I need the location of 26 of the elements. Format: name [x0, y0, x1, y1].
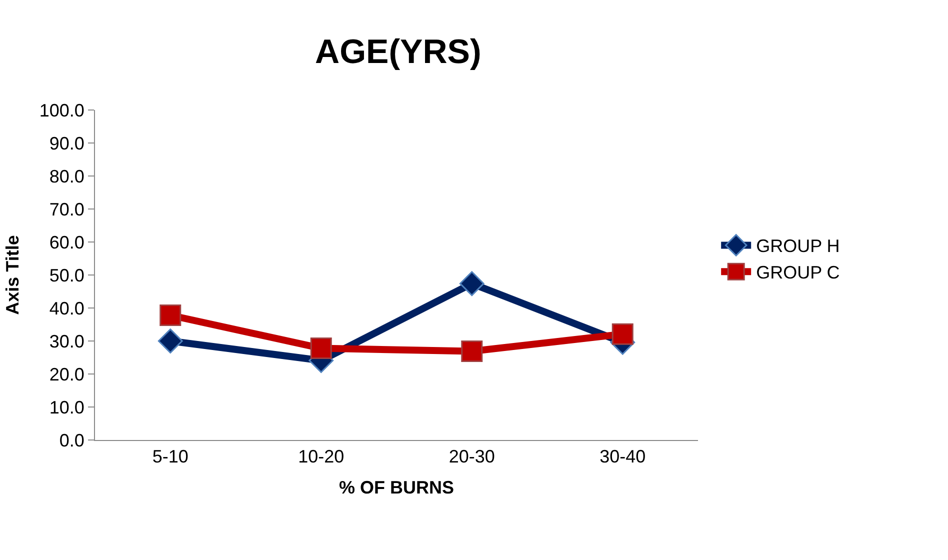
point [160, 304, 182, 326]
point [158, 328, 183, 354]
point [461, 340, 483, 362]
y-tick-label: 40.0 [49, 298, 84, 318]
legend-label: GROUP C [756, 262, 840, 283]
point [459, 271, 484, 296]
legend-label: GROUP H [756, 236, 840, 256]
x-tick-label: 30-40 [600, 446, 646, 467]
y-tick-label: 10.0 [49, 397, 84, 418]
y-tick-label: 20.0 [49, 364, 84, 384]
y-tick-label: 100.0 [39, 100, 84, 120]
point [612, 323, 634, 345]
y-tick-label: 90.0 [49, 133, 84, 154]
x-tick-label: 20-30 [448, 446, 495, 467]
x-tick-label: 10-20 [298, 446, 344, 467]
y-tick-label: 30.0 [49, 331, 84, 352]
y-tick-label: 70.0 [49, 199, 84, 220]
x-axis-title: % OF BURNS [338, 478, 454, 498]
y-tick-label: 80.0 [49, 166, 84, 186]
x-tick-label: 5-10 [152, 446, 188, 467]
chart-title: AGE(YRS) [315, 33, 482, 71]
y-tick-label: 50.0 [49, 265, 84, 286]
y-axis-title: Axis Title [2, 235, 23, 315]
y-tick-label: 60.0 [49, 232, 84, 252]
point [310, 338, 332, 360]
y-tick-label: 0.0 [59, 430, 84, 450]
